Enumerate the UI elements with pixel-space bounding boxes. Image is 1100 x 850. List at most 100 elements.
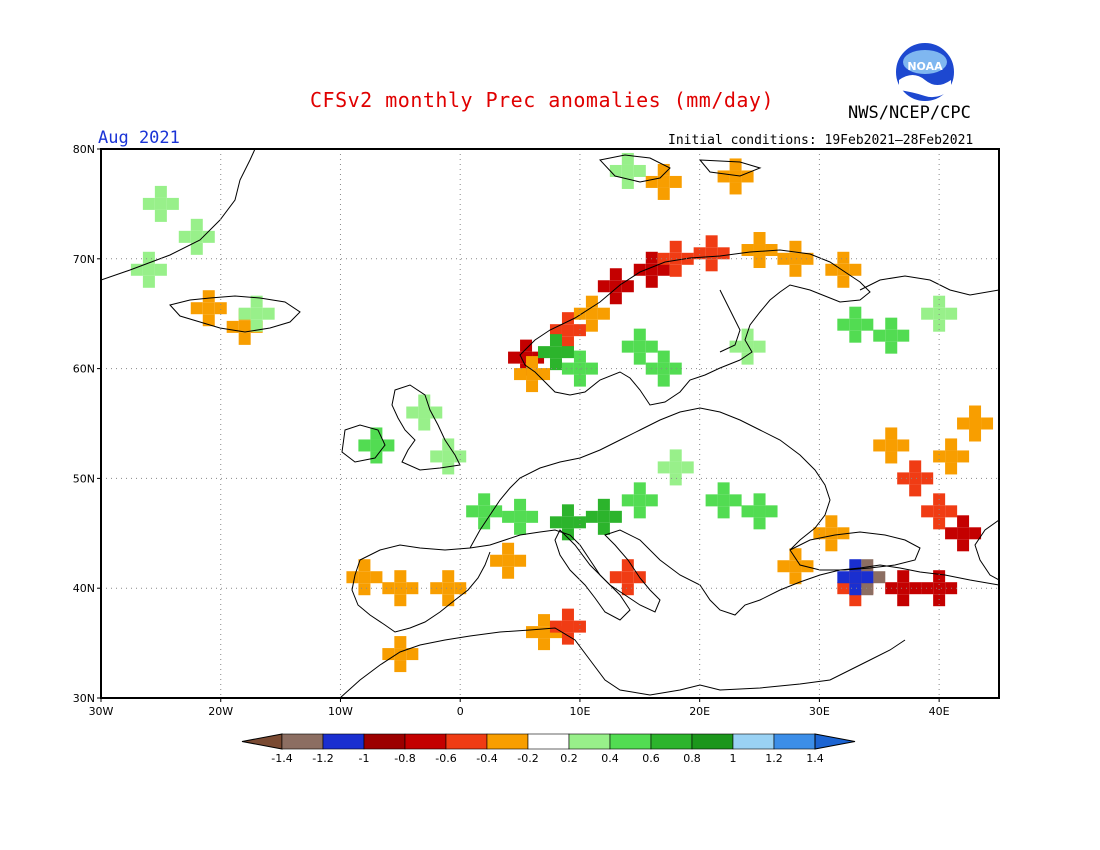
legend-tick-label: -1.2 — [312, 752, 333, 765]
lat-tick-label: 80N — [73, 143, 95, 156]
legend-swatch — [773, 733, 816, 750]
anomaly-cell — [585, 295, 598, 308]
anomaly-cell — [789, 252, 802, 265]
anomaly-cell — [885, 439, 898, 452]
anomaly-cell — [621, 559, 634, 572]
anomaly-cell — [561, 504, 574, 517]
legend-tick-label: 0.2 — [560, 752, 578, 765]
anomaly-cell — [537, 346, 550, 359]
anomaly-cell — [669, 461, 682, 474]
anomaly-cell — [873, 439, 886, 452]
anomaly-cell — [573, 516, 586, 529]
anomaly-cell — [753, 244, 766, 257]
anomaly-cell — [705, 235, 718, 248]
anomaly-cell — [729, 182, 742, 195]
legend-swatch — [322, 733, 365, 750]
anomaly-cell — [957, 515, 970, 528]
anomaly-cell — [741, 328, 754, 341]
anomaly-cell — [142, 251, 155, 264]
anomaly-cell — [933, 505, 946, 518]
anomaly-cell — [250, 295, 263, 308]
anomaly-cell — [825, 263, 838, 276]
anomaly-cell — [561, 516, 574, 529]
anomaly-cell — [825, 515, 838, 528]
anomaly-cell — [933, 582, 946, 595]
anomaly-cell — [154, 209, 167, 222]
legend-swatch — [609, 733, 652, 750]
lon-tick-label: 40E — [929, 705, 950, 718]
anomaly-cell — [514, 510, 527, 523]
anomaly-cell — [394, 636, 407, 649]
anomaly-cell — [753, 517, 766, 530]
anomaly-cell — [166, 197, 179, 210]
anomaly-cell — [370, 439, 383, 452]
anomaly-cell — [897, 570, 910, 583]
anomaly-cell — [561, 632, 574, 645]
anomaly-cell — [358, 583, 371, 596]
anomaly-cell — [789, 264, 802, 277]
anomaly-cell — [885, 451, 898, 464]
legend-swatch — [445, 733, 488, 750]
anomaly-cell — [202, 290, 215, 303]
anomaly-cell — [238, 320, 251, 333]
anomaly-cell — [909, 582, 922, 595]
anomaly-cell — [442, 462, 455, 475]
anomaly-cell — [753, 340, 766, 353]
anomaly-cell — [549, 324, 562, 337]
anomaly-cell — [394, 570, 407, 583]
anomaly-cell — [885, 427, 898, 440]
legend-swatch — [404, 733, 447, 750]
anomaly-cell — [190, 242, 203, 255]
anomaly-cell — [454, 582, 467, 595]
anomaly-cell — [969, 417, 982, 430]
anomaly-cell — [526, 368, 539, 381]
anomaly-cell — [358, 439, 371, 452]
anomaly-cell — [609, 280, 622, 293]
anomaly-cell — [765, 505, 778, 518]
legend-swatch — [486, 733, 529, 750]
anomaly-cell — [573, 350, 586, 363]
anomaly-cell — [490, 554, 503, 567]
initial-conditions-label: Initial conditions: 19Feb2021–28Feb2021 — [668, 133, 974, 148]
anomaly-cell — [142, 263, 155, 276]
anomaly-cell — [418, 394, 431, 407]
lat-tick-label: 60N — [73, 363, 95, 376]
anomaly-cell — [645, 251, 658, 264]
anomaly-cell — [873, 571, 886, 584]
anomaly-cell — [789, 240, 802, 253]
anomaly-cell — [657, 461, 670, 474]
anomaly-cell — [717, 494, 730, 507]
legend-tick-label: -1 — [359, 752, 370, 765]
anomaly-cell — [202, 230, 215, 243]
anomaly-cell — [657, 175, 670, 188]
lon-tick-label: 10W — [328, 705, 353, 718]
noaa-logo-icon: NOAA — [894, 41, 956, 103]
anomaly-cell — [657, 362, 670, 375]
anomaly-cell — [885, 317, 898, 330]
lon-tick-label: 20E — [689, 705, 710, 718]
anomaly-cell — [897, 329, 910, 342]
anomaly-cell — [621, 494, 634, 507]
anomaly-cell — [418, 418, 431, 431]
anomaly-cell — [873, 329, 886, 342]
anomaly-cell — [502, 542, 515, 555]
anomaly-cell — [466, 505, 479, 518]
anomaly-cell — [406, 406, 419, 419]
anomaly-cell — [621, 571, 634, 584]
anomaly-cell — [933, 319, 946, 332]
anomaly-cell — [741, 505, 754, 518]
anomaly-layer — [130, 152, 994, 673]
legend-tick-label: -0.2 — [517, 752, 538, 765]
anomaly-cell — [645, 263, 658, 276]
anomaly-cell — [609, 268, 622, 281]
anomaly-cell — [561, 346, 574, 359]
anomaly-cell — [657, 263, 670, 276]
anomaly-cell — [969, 429, 982, 442]
anomaly-cell — [945, 505, 958, 518]
lon-tick-label: 0 — [457, 705, 464, 718]
anomaly-cell — [526, 510, 539, 523]
lat-tick-label: 70N — [73, 253, 95, 266]
lat-tick-label: 50N — [73, 472, 95, 485]
anomaly-cell — [837, 251, 850, 264]
anomaly-cell — [657, 187, 670, 200]
